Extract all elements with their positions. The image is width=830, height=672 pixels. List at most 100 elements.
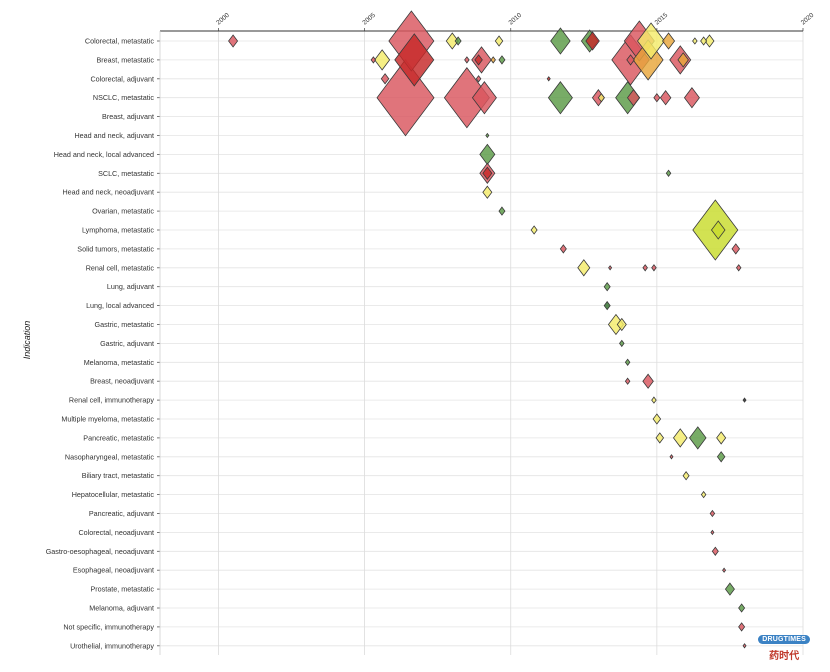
diamond-point (228, 34, 239, 48)
y-category-label: Melanoma, adjuvant (89, 604, 154, 613)
diamond-point (498, 206, 506, 216)
diamond-point (494, 35, 504, 47)
y-category-label: Renal cell, immunotherapy (69, 396, 154, 405)
y-category-labels: Colorectal, metastatic Breast, metastatic… (46, 37, 155, 651)
diamond-point (530, 225, 538, 235)
y-category-label: Gastric, metastatic (94, 320, 154, 329)
diamond-point (692, 37, 698, 45)
y-category-label: Lung, local advanced (86, 301, 154, 310)
grid-lines (157, 28, 804, 655)
diamond-point (603, 300, 611, 311)
diamond-point (482, 185, 493, 199)
diamond-point (490, 56, 496, 64)
diamond-point (597, 93, 605, 103)
y-category-label: Lung, adjuvant (107, 282, 154, 291)
y-category-label: Colorectal, adjuvant (90, 74, 154, 83)
diamond-point (710, 529, 715, 536)
diamond-point (479, 143, 496, 166)
diamond-point (445, 32, 459, 50)
diamond-point (559, 244, 567, 254)
y-category-label: Head and neck, local advanced (54, 150, 154, 159)
y-category-label: Renal cell, metastatic (86, 263, 155, 272)
diamond-point (711, 546, 719, 556)
x-tick-label: 2020 (800, 12, 816, 27)
diamond-point (547, 81, 573, 115)
diamond-point (475, 75, 482, 83)
y-category-label: Nasopharyngeal, metastatic (65, 452, 154, 461)
diamond-point (742, 643, 747, 649)
x-tick-label: 2015 (654, 12, 670, 27)
diamond-point (677, 52, 689, 68)
diamond-point (735, 264, 742, 272)
y-axis-title: Indication (22, 321, 32, 360)
y-category-label: SCLC, metastatic (98, 169, 154, 178)
y-category-label: Gastric, adjuvant (100, 339, 154, 348)
diamond-point (619, 339, 625, 348)
diamond-point (652, 413, 662, 425)
diamond-point (603, 282, 611, 292)
y-category-label: Multiple myeloma, metastatic (61, 415, 154, 424)
diamond-point (624, 358, 631, 366)
diamond-point (482, 166, 493, 180)
y-category-label: Solid tumors, metastatic (77, 244, 154, 253)
y-category-label: Urothelial, immunotherapy (70, 641, 154, 650)
diamond-point (498, 55, 506, 65)
diamond-point (659, 90, 672, 106)
y-category-label: Head and neck, adjuvant (74, 131, 154, 140)
diamond-point (624, 377, 631, 385)
diamond-point (738, 603, 746, 613)
y-category-label: Breast, metastatic (96, 55, 154, 64)
diamond-point (642, 264, 648, 272)
y-category-label: Esophageal, neoadjuvant (73, 566, 154, 575)
data-points (228, 10, 747, 649)
diamond-point (626, 54, 635, 66)
x-tick-labels: 2000 2005 2010 2015 2020 (215, 12, 815, 27)
diamond-point (665, 169, 672, 177)
y-category-label: Breast, neoadjuvant (90, 377, 154, 386)
diamond-point (716, 431, 727, 445)
logo-badge: DRUGTIMES (758, 635, 810, 644)
diamond-point (370, 56, 377, 64)
diamond-point (683, 87, 700, 109)
diamond-point (374, 49, 391, 71)
y-category-label: Colorectal, metastatic (85, 37, 155, 46)
diamond-point (689, 426, 707, 450)
diamond-point (655, 432, 665, 444)
drugtimes-logo: DRUGTIMES 药时代 (758, 628, 810, 662)
diamond-point (637, 22, 666, 60)
diamond-point (642, 373, 654, 389)
diamond-point (731, 243, 741, 255)
x-tick-label: 2005 (361, 12, 377, 27)
diamond-point (662, 32, 676, 50)
y-category-label: Hepatocellular, metastatic (72, 490, 155, 499)
diamond-point (722, 567, 727, 573)
y-category-label: Biliary tract, metastatic (82, 471, 155, 480)
diamond-point (546, 76, 551, 82)
x-tick-label: 2000 (215, 12, 231, 27)
y-category-label: Gastro-oesophageal, neoadjuvant (46, 547, 154, 556)
diamond-point (471, 81, 497, 115)
y-category-label: Prostate, metastatic (90, 585, 154, 594)
diamond-point (651, 264, 657, 272)
diamond-point (669, 454, 674, 460)
diamond-point (616, 317, 627, 332)
diamond-point (704, 34, 715, 48)
diamond-point (474, 54, 483, 66)
diamond-point (738, 622, 746, 632)
diamond-point (651, 396, 657, 404)
y-category-label: Breast, adjuvant (102, 112, 154, 121)
diamond-point (700, 36, 708, 46)
diamond-point (394, 33, 435, 87)
diamond-point (454, 36, 462, 46)
diamond-point (653, 93, 661, 103)
diamond-point (585, 31, 600, 51)
y-category-label: Pancreatic, adjuvant (89, 509, 154, 518)
y-category-label: Head and neck, neoadjuvant (62, 188, 154, 197)
diamond-point (709, 509, 716, 518)
x-tick-label: 2010 (508, 12, 524, 27)
diamond-point (550, 27, 571, 55)
diamond-point (724, 582, 735, 596)
diamond-point (700, 490, 707, 499)
logo-badge-left: DRUG (762, 636, 784, 643)
